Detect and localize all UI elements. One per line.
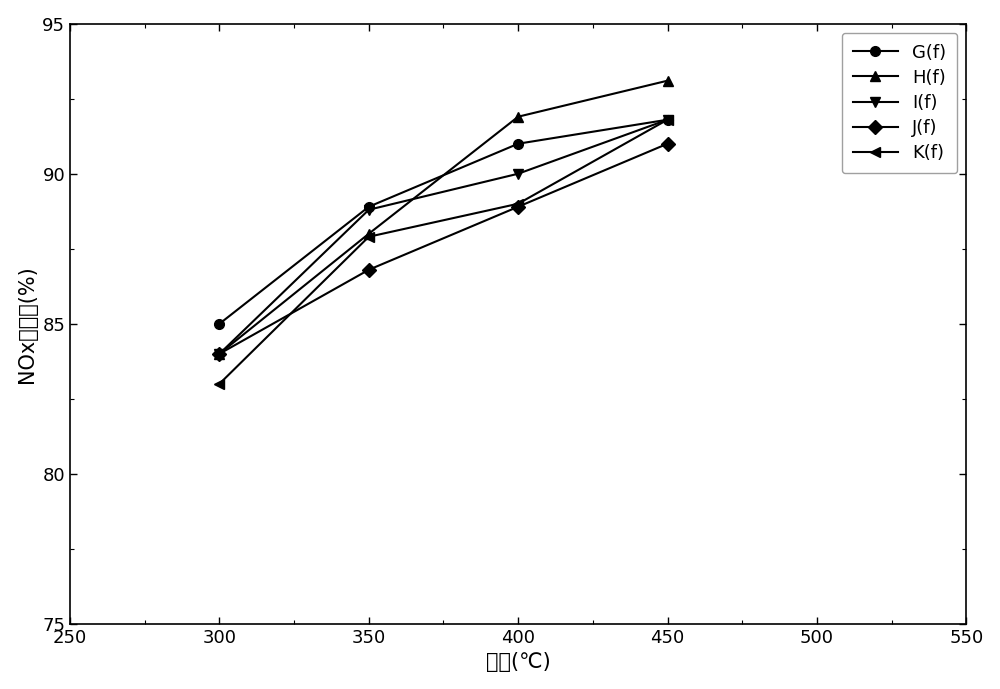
Line: G(f): G(f) bbox=[215, 115, 672, 329]
G(f) bbox=[662, 116, 674, 124]
J(f) bbox=[662, 140, 674, 148]
H(f) bbox=[662, 76, 674, 85]
I(f) bbox=[363, 205, 375, 214]
K(f) bbox=[363, 233, 375, 241]
K(f) bbox=[662, 116, 674, 124]
I(f) bbox=[213, 350, 225, 358]
K(f) bbox=[213, 380, 225, 388]
Y-axis label: NOx转化率(%): NOx转化率(%) bbox=[17, 265, 37, 382]
G(f) bbox=[512, 140, 524, 148]
Legend: G(f), H(f), I(f), J(f), K(f): G(f), H(f), I(f), J(f), K(f) bbox=[842, 32, 957, 173]
G(f) bbox=[363, 203, 375, 211]
Line: J(f): J(f) bbox=[215, 139, 672, 359]
I(f) bbox=[512, 169, 524, 178]
G(f) bbox=[213, 320, 225, 328]
J(f) bbox=[512, 203, 524, 211]
Line: K(f): K(f) bbox=[215, 115, 672, 389]
Line: I(f): I(f) bbox=[215, 115, 672, 359]
Line: H(f): H(f) bbox=[215, 76, 672, 359]
X-axis label: 温度(℃): 温度(℃) bbox=[486, 652, 551, 672]
I(f) bbox=[662, 116, 674, 124]
H(f) bbox=[213, 350, 225, 358]
K(f) bbox=[512, 200, 524, 208]
H(f) bbox=[512, 112, 524, 121]
J(f) bbox=[363, 266, 375, 274]
H(f) bbox=[363, 229, 375, 238]
J(f) bbox=[213, 350, 225, 358]
